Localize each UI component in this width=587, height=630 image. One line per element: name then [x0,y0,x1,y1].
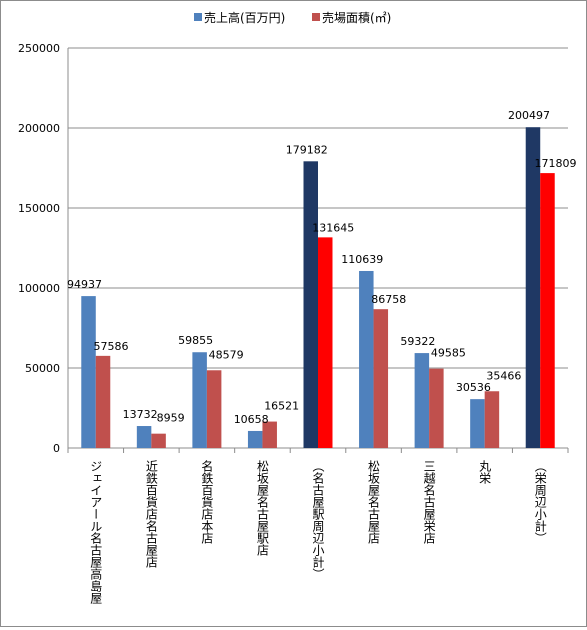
bars [81,127,555,449]
data-label-area: 171809 [534,157,576,170]
bar-area-1 [151,433,166,448]
data-label-area: 48579 [209,348,244,361]
data-label-sales: 200497 [508,109,550,122]
data-label-sales: 110639 [341,253,383,266]
data-label-sales: 94937 [67,278,102,291]
category-label: 松坂屋名古屋店 [367,460,381,544]
category-label: 名鉄百貨店本店 [200,459,214,544]
y-tick-labels: 0 50000 100000 150000 200000 250000 [18,42,60,455]
data-label-area: 57586 [94,340,129,353]
data-label-sales: 10658 [234,413,269,426]
data-label-area: 49585 [431,347,466,360]
y-tick-label: 50000 [25,362,60,375]
bar-sales-6 [414,353,430,448]
category-label: 松坂屋名古屋駅店 [255,460,269,556]
y-tick-label: 100000 [18,282,60,295]
y-tick-label: 150000 [18,202,60,215]
category-label: （栄周辺小計） [533,460,547,544]
bar-sales-3 [247,430,263,448]
bar-sales-5 [359,270,374,448]
category-label: 近鉄百貨店名古屋店 [144,460,158,568]
y-tick-label: 0 [53,442,60,455]
category-labels: ジェイアール名古屋高島屋 近鉄百貨店名古屋店 名鉄百貨店本店 松坂屋名古屋駅店 （名古屋… [89,459,547,605]
bar-area-3 [262,421,277,448]
legend: 売上高(百万円) 売場面積(㎡) [194,10,391,25]
bar-area-8 [540,173,555,449]
data-label-area: 8959 [157,412,185,425]
bar-sales-4 [303,161,318,448]
category-label: 三越名古屋栄店 [422,460,436,544]
y-tick-label: 250000 [18,42,60,55]
bar-area-2 [206,370,222,448]
data-label-sales: 30536 [456,381,491,394]
bar-sales-2 [192,352,207,448]
legend-label-sales: 売上高(百万円) [204,10,285,25]
data-label-area: 16521 [264,400,299,413]
legend-label-area: 売場面積(㎡) [322,10,391,25]
data-label-sales: 179182 [286,143,328,156]
category-label: ジェイアール名古屋高島屋 [89,460,103,605]
bar-area-4 [318,237,333,448]
category-label: 丸栄 [478,460,492,485]
data-label-sales: 13732 [123,408,158,421]
bar-sales-0 [81,296,96,448]
category-label: （名古屋駅周辺小計） [311,460,325,580]
y-tick-label: 200000 [18,122,60,135]
bar-area-7 [484,391,500,448]
bar-sales-8 [525,127,541,448]
bar-area-5 [373,309,389,448]
bar-area-6 [429,368,444,448]
bar-area-0 [95,355,111,448]
data-label-area: 35466 [486,369,521,382]
data-label-area: 86758 [371,293,406,306]
data-label-sales: 59322 [400,335,435,348]
data-label-sales: 59855 [178,334,213,347]
legend-swatch-sales [194,13,202,21]
legend-swatch-area [312,13,320,21]
bar-sales-7 [470,399,485,448]
bar-sales-1 [136,426,152,448]
data-label-area: 131645 [312,221,354,234]
